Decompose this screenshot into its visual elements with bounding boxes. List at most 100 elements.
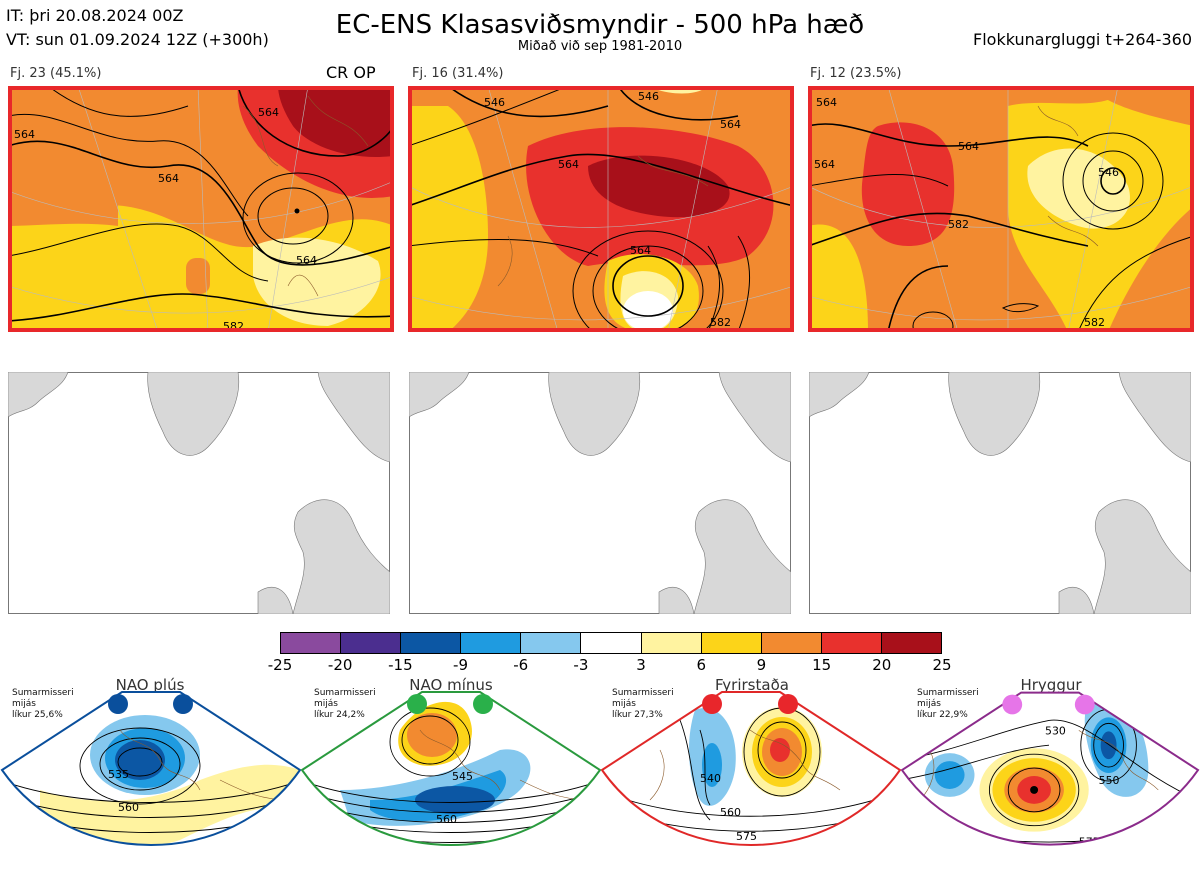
contour-label: 582 (948, 218, 969, 231)
colorbar-tick-label: 3 (636, 656, 646, 674)
cluster-1-label: Fj. 23 (45.1%) (10, 66, 102, 81)
colorbar-swatch (401, 633, 462, 653)
contour-label: 546 (638, 90, 659, 103)
regime-note: Sumarmisseri mijás líkur 25,6% (12, 688, 74, 721)
contour-label: 564 (258, 106, 279, 119)
contour-label: 535 (108, 768, 129, 781)
colorbar-swatch (821, 633, 882, 653)
cluster-3-map: 564 564 546 564 582 582 (808, 86, 1194, 332)
regime-note: Sumarmisseri mijás líkur 22,9% (917, 688, 979, 721)
contour-label: 564 (14, 128, 35, 141)
basemap-2 (409, 372, 791, 614)
regime-marker (108, 694, 128, 714)
regime-note-line: líkur 25,6% (12, 710, 63, 720)
regime-title: NAO mínus (409, 676, 493, 694)
basemap-3 (809, 372, 1191, 614)
regime-border (0, 691, 302, 846)
regime-title: NAO plús (115, 676, 185, 694)
contour-label: 550 (1099, 774, 1120, 787)
contour-label: 575 (446, 848, 467, 861)
regime-note-line: Sumarmisseri (612, 688, 674, 698)
cluster-2-label: Fj. 16 (31.4%) (412, 66, 504, 81)
contour-label: 546 (1098, 166, 1119, 179)
valid-time: VT: sun 01.09.2024 12Z (+300h) (6, 30, 269, 49)
regime-note-line: líkur 24,2% (314, 710, 365, 720)
regime-note-line: líkur 27,3% (612, 710, 663, 720)
regime-map-nao-plus: 535 560 (0, 691, 302, 846)
regime-note-line: Sumarmisseri (314, 688, 376, 698)
regime-note-line: Sumarmisseri (917, 688, 979, 698)
contour-label: 530 (1045, 724, 1066, 737)
colorbar-tick-label: -9 (453, 656, 469, 674)
regime-border (900, 691, 1200, 846)
regime-map-nao-minus: 545 560 575 (300, 691, 602, 861)
regime-border (300, 691, 602, 846)
regime-note-line: mijás (917, 699, 941, 709)
contour-label: 560 (720, 806, 741, 819)
contour-label: 582 (1084, 316, 1105, 329)
regime-marker (1074, 694, 1095, 715)
contour-label: 564 (814, 158, 835, 171)
contour-label: 540 (700, 772, 721, 785)
regime-note-line: líkur 22,9% (917, 710, 968, 720)
contour-label: 582 (710, 316, 731, 329)
regime-note-line: mijás (612, 699, 636, 709)
contour-label: 564 (558, 158, 579, 171)
contour-label: 564 (816, 96, 837, 109)
contour-label: 564 (158, 172, 179, 185)
colorbar-tick-label: -15 (388, 656, 413, 674)
contour-label: 564 (296, 254, 317, 267)
init-time: IT: þri 20.08.2024 00Z (6, 6, 184, 25)
colorbar (280, 632, 942, 654)
regime-marker (702, 694, 722, 714)
colorbar-tick-label: 15 (812, 656, 832, 674)
cluster-3-label: Fj. 12 (23.5%) (810, 66, 902, 81)
regime-marker (1002, 694, 1023, 715)
regime-note-line: Sumarmisseri (12, 688, 74, 698)
colorbar-tick-label: 20 (872, 656, 892, 674)
regime-marker (407, 694, 427, 714)
colorbar-tick-label: -20 (327, 656, 353, 674)
colorbar-tick-label: 25 (932, 656, 952, 674)
regime-border (600, 691, 902, 846)
colorbar-tick-label: 6 (696, 656, 707, 674)
cluster-1-badge: CR OP (326, 63, 376, 82)
regime-marker (173, 694, 193, 714)
colorbar-ticks: -25 -20 -15 -9 -6 -3 3 6 9 15 20 25 (268, 654, 952, 674)
regime-map-ridge: 530 550 575 (900, 691, 1200, 846)
regime-note-line: mijás (12, 699, 36, 709)
regime-map-blocking: 540 560 575 (600, 691, 902, 846)
colorbar-tick-label: -3 (573, 656, 589, 674)
basemap-1 (8, 372, 390, 614)
colorbar-tick-label: -25 (267, 656, 293, 674)
cluster-1-map: 564 564 564 564 582 (8, 86, 394, 332)
contour-label: 560 (118, 801, 139, 814)
colorbar-swatch (701, 633, 762, 653)
regime-title: Hryggur (1020, 676, 1082, 694)
regime-note: Sumarmisseri mijás líkur 27,3% (612, 688, 674, 721)
colorbar-swatch (641, 633, 702, 653)
colorbar-swatch (461, 633, 522, 653)
contour-label: 564 (958, 140, 979, 153)
contour-label: 575 (736, 830, 757, 843)
colorbar-swatch (581, 633, 642, 653)
classification-window: Flokkunargluggi t+264-360 (973, 30, 1192, 49)
contour-label: 560 (436, 813, 457, 826)
page-subtitle: Miðað við sep 1981-2010 (517, 39, 683, 54)
colorbar-swatch (281, 633, 342, 653)
contour-label: 564 (720, 118, 741, 131)
page-title: EC-ENS Klasasviðsmyndir - 500 hPa hæð (335, 10, 865, 40)
colorbar-swatch (341, 633, 402, 653)
regime-note-line: mijás (314, 699, 338, 709)
colorbar-swatch (761, 633, 822, 653)
regime-marker (778, 694, 798, 714)
contour-label: 545 (452, 770, 473, 783)
colorbar-tick-label: 9 (756, 656, 767, 674)
colorbar-swatch (881, 633, 942, 653)
contour-label: 582 (223, 320, 244, 332)
contour-label: 564 (630, 244, 651, 257)
regime-title: Fyrirstaða (715, 676, 789, 694)
regime-marker (473, 694, 493, 714)
contour-label: 546 (484, 96, 505, 109)
colorbar-swatch (521, 633, 582, 653)
